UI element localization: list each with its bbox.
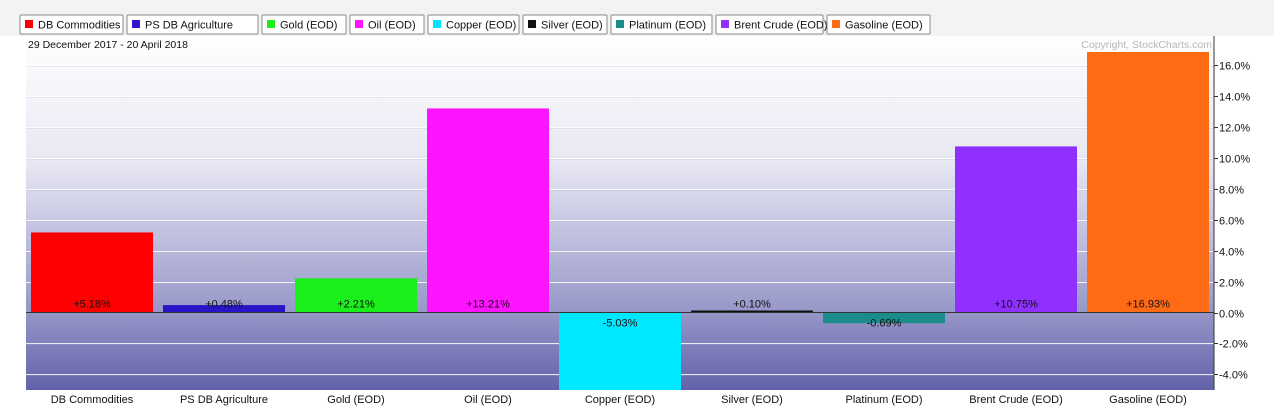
legend-label: DB Commodities bbox=[38, 20, 121, 32]
legend-swatch bbox=[528, 20, 536, 28]
y-tick-label: 8.0% bbox=[1219, 185, 1244, 197]
bar-7[interactable] bbox=[823, 312, 945, 324]
y-tick-label: -2.0% bbox=[1219, 339, 1248, 351]
legend-label: Silver (EOD) bbox=[541, 20, 603, 32]
x-axis-labels: DB Commodities PS DB Agriculture Gold (EOD… bbox=[51, 394, 1187, 406]
bar-value-label: +2.21% bbox=[337, 299, 375, 311]
legend-swatch bbox=[267, 20, 275, 28]
x-tick-label: Gold (EOD) bbox=[327, 394, 384, 406]
bar-value-label: +5.18% bbox=[73, 299, 111, 311]
legend-swatch bbox=[721, 20, 729, 28]
legend-item-1[interactable]: DB Commodities bbox=[19, 14, 124, 35]
legend-item-8[interactable]: Brent Crude (EOD) bbox=[715, 14, 828, 35]
y-tick-label: 16.0% bbox=[1219, 61, 1250, 73]
legend-label: Copper (EOD) bbox=[446, 20, 516, 32]
legend-item-7[interactable]: Platinum (EOD) bbox=[610, 14, 713, 35]
legend-item-box bbox=[522, 14, 608, 35]
bar-value-label: +0.48% bbox=[205, 299, 243, 311]
legend-item-3[interactable]: Gold (EOD) bbox=[261, 14, 347, 35]
legend-item-box bbox=[261, 14, 347, 35]
x-tick-label: Silver (EOD) bbox=[721, 394, 783, 406]
bar-4[interactable] bbox=[427, 108, 549, 313]
legend-item-box bbox=[126, 14, 259, 35]
bar-value-label: +13.21% bbox=[466, 299, 510, 311]
y-tick-label: 0.0% bbox=[1219, 309, 1244, 321]
legend-item-9[interactable]: Gasoline (EOD) bbox=[826, 14, 931, 35]
x-tick-label: DB Commodities bbox=[51, 394, 134, 406]
x-tick-label: Brent Crude (EOD) bbox=[969, 394, 1063, 406]
legend-swatch bbox=[433, 20, 441, 28]
bar-9[interactable] bbox=[1087, 52, 1209, 313]
legend-label: PS DB Agriculture bbox=[145, 20, 233, 32]
legend-swatch bbox=[355, 20, 363, 28]
x-tick-label: Oil (EOD) bbox=[464, 394, 512, 406]
legend-swatch bbox=[832, 20, 840, 28]
legend-swatch bbox=[25, 20, 33, 28]
legend-label: Gold (EOD) bbox=[280, 20, 337, 32]
copyright-label: Copyright, StockCharts.com bbox=[1081, 39, 1212, 51]
bar-value-label: -0.69% bbox=[867, 318, 902, 330]
legend-swatch bbox=[616, 20, 624, 28]
legend-label: Gasoline (EOD) bbox=[845, 20, 923, 32]
bars: +5.18% +0.48% +2.21% +13.21% -5.03% +0.10% -0.… bbox=[31, 52, 1209, 390]
legend-item-2[interactable]: PS DB Agriculture bbox=[126, 14, 259, 35]
y-tick-label: 6.0% bbox=[1219, 216, 1244, 228]
legend-item-5[interactable]: Copper (EOD) bbox=[427, 14, 520, 35]
bar-6[interactable] bbox=[691, 310, 813, 313]
x-tick-label: Copper (EOD) bbox=[585, 394, 655, 406]
legend-item-box bbox=[349, 14, 425, 35]
legend-item-box bbox=[826, 14, 931, 35]
y-axis-ticks: 16.0% 14.0% 12.0% 10.0% 8.0% 6.0% 4.0% 2.0% 0.0%… bbox=[1214, 61, 1250, 382]
legend-item-box bbox=[715, 14, 824, 35]
bar-2[interactable] bbox=[163, 305, 285, 313]
bar-value-label: -5.03% bbox=[603, 318, 638, 330]
date-range-label: 29 December 2017 - 20 April 2018 bbox=[28, 39, 188, 51]
legend-item-box bbox=[610, 14, 713, 35]
legend-item-box bbox=[19, 14, 124, 35]
legend-item-6[interactable]: Silver (EOD) bbox=[522, 14, 608, 35]
y-tick-label: 14.0% bbox=[1219, 92, 1250, 104]
legend-swatch bbox=[132, 20, 140, 28]
y-tick-label: 10.0% bbox=[1219, 154, 1250, 166]
legend-label: Oil (EOD) bbox=[368, 20, 416, 32]
legend-item-4[interactable]: Oil (EOD) bbox=[349, 14, 425, 35]
y-tick-label: 4.0% bbox=[1219, 247, 1244, 259]
x-tick-label: Platinum (EOD) bbox=[845, 394, 922, 406]
axis-background bbox=[1214, 36, 1274, 390]
legend-label: Brent Crude (EOD) bbox=[734, 20, 828, 32]
legend-item-box bbox=[427, 14, 520, 35]
bar-8[interactable] bbox=[955, 146, 1077, 313]
legend: DB Commodities PS DB Agriculture Gold (EOD… bbox=[19, 14, 931, 35]
x-tick-label: Gasoline (EOD) bbox=[1109, 394, 1187, 406]
y-tick-label: 2.0% bbox=[1219, 278, 1244, 290]
x-tick-label: PS DB Agriculture bbox=[180, 394, 268, 406]
bar-3[interactable] bbox=[295, 278, 417, 313]
y-tick-label: 12.0% bbox=[1219, 123, 1250, 135]
y-tick-label: -4.0% bbox=[1219, 370, 1248, 382]
bar-5[interactable] bbox=[559, 312, 681, 391]
bar-value-label: +0.10% bbox=[733, 299, 771, 311]
bar-value-label: +10.75% bbox=[994, 299, 1038, 311]
bar-value-label: +16.93% bbox=[1126, 299, 1170, 311]
bar-1[interactable] bbox=[31, 232, 153, 313]
legend-label: Platinum (EOD) bbox=[629, 20, 706, 32]
